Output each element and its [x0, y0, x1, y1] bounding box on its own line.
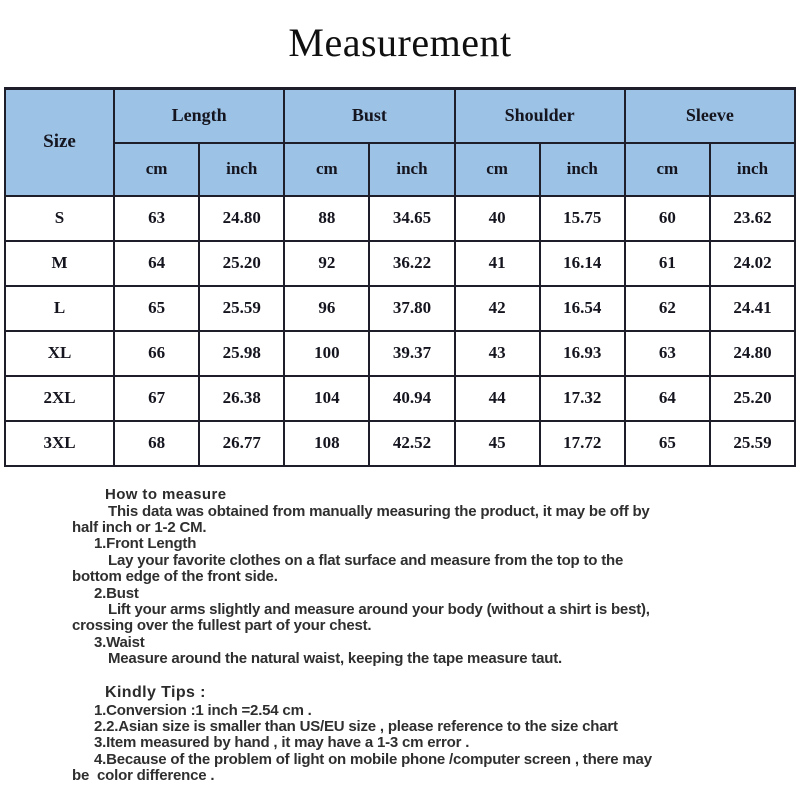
value-cell: 16.14 — [538, 239, 626, 287]
value-cell: 96 — [283, 284, 371, 332]
value-cell: 68 — [112, 419, 201, 467]
table-row: M 64 25.20 92 36.22 41 16.14 61 24.02 — [4, 239, 797, 287]
value-cell: 45 — [453, 419, 541, 467]
value-cell: 25.59 — [708, 419, 797, 467]
size-cell: 3XL — [4, 419, 115, 467]
value-cell: 40 — [453, 194, 541, 242]
table-row: 2XL 67 26.38 104 40.94 44 17.32 64 25.20 — [4, 374, 797, 422]
value-cell: 60 — [623, 194, 711, 242]
value-cell: 24.80 — [708, 329, 797, 377]
value-cell: 24.02 — [708, 239, 797, 287]
how-to-line: half inch or 1-2 CM. — [72, 518, 207, 536]
kindly-tips-section: Kindly Tips : 1.Conversion :1 inch =2.54… — [72, 684, 800, 785]
value-cell: 65 — [112, 284, 201, 332]
how-to-line: 1.Front Length — [94, 535, 197, 553]
tips-line: 4.Because of the problem of light on mob… — [94, 750, 652, 768]
unit-header-inch: inch — [708, 141, 797, 197]
value-cell: 100 — [283, 329, 371, 377]
value-cell: 24.41 — [708, 284, 797, 332]
value-cell: 63 — [623, 329, 711, 377]
how-to-line: crossing over the fullest part of your c… — [72, 617, 372, 635]
tips-line: 1.Conversion :1 inch =2.54 cm . — [94, 701, 312, 719]
size-column-header: Size — [4, 87, 115, 197]
unit-header-cm: cm — [453, 141, 541, 197]
unit-header-row: cm inch cm inch cm inch cm inch — [5, 141, 797, 197]
value-cell: 24.80 — [198, 194, 286, 242]
size-cell: L — [4, 284, 115, 332]
kindly-tips-heading: Kindly Tips : — [105, 683, 206, 701]
how-to-measure-heading: How to measure — [105, 485, 227, 503]
size-cell: S — [4, 194, 115, 242]
group-header-shoulder: Shoulder — [453, 87, 626, 144]
value-cell: 42.52 — [368, 419, 456, 467]
value-cell: 92 — [283, 239, 371, 287]
table-row: L 65 25.59 96 37.80 42 16.54 62 24.41 — [4, 284, 797, 332]
value-cell: 17.72 — [538, 419, 626, 467]
table-row: 3XL 68 26.77 108 42.52 45 17.72 65 25.59 — [4, 419, 797, 467]
value-cell: 88 — [283, 194, 371, 242]
value-cell: 64 — [623, 374, 711, 422]
group-header-bust: Bust — [283, 87, 456, 144]
value-cell: 26.38 — [198, 374, 286, 422]
value-cell: 63 — [112, 194, 201, 242]
page-title: Measurement — [288, 20, 512, 65]
value-cell: 44 — [453, 374, 541, 422]
value-cell: 42 — [453, 284, 541, 332]
value-cell: 104 — [283, 374, 371, 422]
how-to-line: Measure around the natural waist, keepin… — [108, 650, 562, 668]
size-cell: M — [4, 239, 115, 287]
tips-line: be color difference . — [72, 767, 215, 785]
tips-line: 2.2.Asian size is smaller than US/EU siz… — [94, 717, 618, 735]
size-table: Size Length Bust Shoulder Sleeve cm inch… — [4, 87, 797, 467]
value-cell: 25.20 — [708, 374, 797, 422]
value-cell: 25.59 — [198, 284, 286, 332]
tips-line: 3.Item measured by hand , it may have a … — [94, 734, 470, 752]
unit-header-inch: inch — [538, 141, 626, 197]
size-cell: XL — [4, 329, 115, 377]
table-row: XL 66 25.98 100 39.37 43 16.93 63 24.80 — [4, 329, 797, 377]
value-cell: 34.65 — [368, 194, 456, 242]
value-cell: 25.98 — [198, 329, 286, 377]
group-header-sleeve: Sleeve — [623, 87, 797, 144]
size-cell: 2XL — [4, 374, 115, 422]
unit-header-inch: inch — [368, 141, 456, 197]
value-cell: 39.37 — [368, 329, 456, 377]
unit-header-cm: cm — [112, 141, 201, 197]
value-cell: 25.20 — [198, 239, 286, 287]
value-cell: 67 — [112, 374, 201, 422]
value-cell: 64 — [112, 239, 201, 287]
value-cell: 26.77 — [198, 419, 286, 467]
value-cell: 66 — [112, 329, 201, 377]
size-table-header: Size Length Bust Shoulder Sleeve cm inch… — [4, 87, 797, 197]
value-cell: 43 — [453, 329, 541, 377]
how-to-line: bottom edge of the front side. — [72, 568, 278, 586]
table-row: S 63 24.80 88 34.65 40 15.75 60 23.62 — [4, 194, 797, 242]
value-cell: 16.93 — [538, 329, 626, 377]
how-to-line: Lift your arms slightly and measure arou… — [108, 600, 650, 618]
size-table-body: S 63 24.80 88 34.65 40 15.75 60 23.62 M 64 25.20 92 3… — [4, 194, 797, 467]
value-cell: 108 — [283, 419, 371, 467]
value-cell: 16.54 — [538, 284, 626, 332]
how-to-line: Lay your favorite clothes on a flat surf… — [108, 551, 624, 569]
value-cell: 37.80 — [368, 284, 456, 332]
unit-header-inch: inch — [198, 141, 286, 197]
value-cell: 17.32 — [538, 374, 626, 422]
group-header-row: Size Length Bust Shoulder Sleeve — [4, 87, 797, 197]
how-to-line: 3.Waist — [94, 633, 145, 651]
value-cell: 23.62 — [708, 194, 797, 242]
value-cell: 61 — [623, 239, 711, 287]
value-cell: 41 — [453, 239, 541, 287]
value-cell: 40.94 — [368, 374, 456, 422]
value-cell: 62 — [623, 284, 711, 332]
unit-header-cm: cm — [623, 141, 711, 197]
how-to-line: This data was obtained from manually mea… — [108, 502, 650, 520]
unit-header-cm: cm — [283, 141, 371, 197]
how-to-measure-section: How to measure This data was obtained fr… — [72, 486, 800, 668]
group-header-length: Length — [112, 87, 286, 144]
how-to-line: 2.Bust — [94, 584, 139, 602]
value-cell: 36.22 — [368, 239, 456, 287]
value-cell: 65 — [623, 419, 711, 467]
value-cell: 15.75 — [538, 194, 626, 242]
